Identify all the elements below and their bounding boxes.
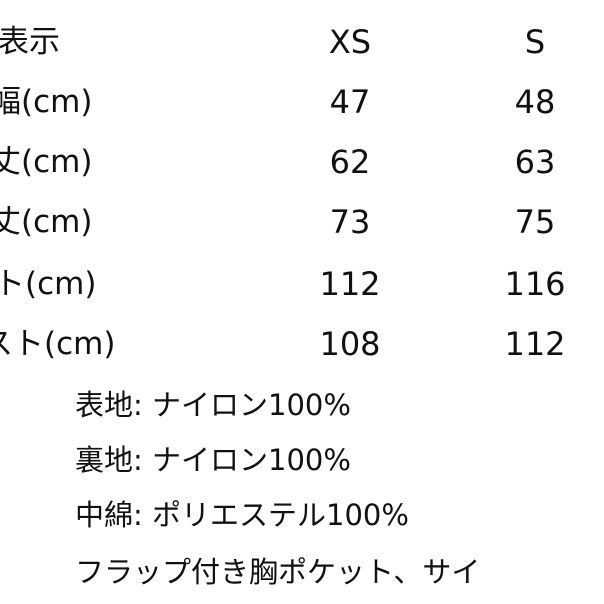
header-xs: XS (328, 23, 372, 61)
row-label: ト(cm) (0, 266, 97, 302)
row-label: 幅(cm) (0, 84, 93, 120)
note-pocket: フラップ付き胸ポケット、サイ (75, 555, 481, 589)
header-s: S (524, 23, 546, 61)
row-s: 112 (504, 325, 566, 363)
row-xs: 112 (319, 265, 381, 303)
row-xs: 73 (329, 203, 371, 241)
row-xs: 62 (329, 143, 371, 181)
row-label: 丈(cm) (0, 144, 93, 180)
row-s: 75 (514, 203, 556, 241)
note-outer-fabric: 表地: ナイロン100% (75, 388, 351, 422)
row-s: 63 (514, 143, 556, 181)
row-label: 丈(cm) (0, 204, 93, 240)
row-label: スト(cm) (0, 326, 116, 362)
row-xs: 47 (329, 83, 371, 121)
row-s: 48 (514, 83, 556, 121)
note-lining: 裏地: ナイロン100% (75, 443, 351, 477)
note-padding: 中綿: ポリエステル100% (75, 498, 409, 532)
row-s: 116 (504, 265, 566, 303)
header-label: 表示 (0, 24, 60, 60)
row-xs: 108 (319, 325, 381, 363)
